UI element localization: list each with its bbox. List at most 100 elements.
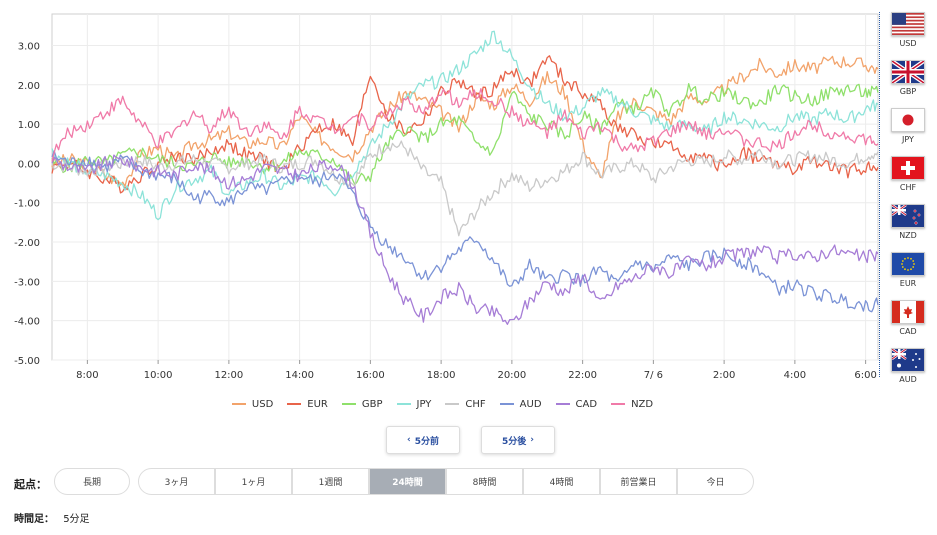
legend-label: CHF bbox=[465, 398, 486, 410]
y-tick-label: -2.00 bbox=[14, 238, 40, 249]
y-tick-label: -5.00 bbox=[14, 356, 40, 367]
flag-item-chf[interactable]: CHF bbox=[890, 156, 926, 192]
series-line-chf bbox=[51, 140, 879, 237]
legend-item-jpy[interactable]: JPY bbox=[396, 396, 432, 412]
x-tick-label: 8:00 bbox=[76, 370, 98, 381]
range-button-6[interactable]: 4時間 bbox=[523, 468, 600, 495]
chart-axes: 3.00 2.00 1.00 0.00 -1.00 -2.00 -3.00 -4.00 -5.0… bbox=[14, 41, 877, 381]
flag-divider bbox=[879, 12, 881, 377]
cad-flag-icon bbox=[891, 300, 925, 324]
legend-label: JPY bbox=[416, 398, 432, 410]
flag-code-label: USD bbox=[899, 39, 917, 48]
chart-series bbox=[51, 30, 879, 325]
currency-strength-chart: 3.00 2.00 1.00 0.00 -1.00 -2.00 -3.00 -4.00 -5.0… bbox=[14, 13, 879, 381]
flag-code-label: GBP bbox=[899, 87, 917, 96]
y-tick-label: 2.00 bbox=[18, 81, 40, 92]
usd-flag-icon bbox=[891, 12, 925, 36]
legend-swatch bbox=[445, 403, 460, 405]
series-line-usd bbox=[51, 55, 879, 187]
x-tick-label: 7/ 6 bbox=[644, 370, 663, 381]
x-tick-label: 16:00 bbox=[356, 370, 385, 381]
x-tick-label: 2:00 bbox=[713, 370, 735, 381]
y-tick-label: -1.00 bbox=[14, 199, 40, 210]
flag-item-usd[interactable]: USD bbox=[890, 12, 926, 48]
flag-item-jpy[interactable]: JPY bbox=[890, 108, 926, 144]
range-button-1[interactable]: 3ヶ月 bbox=[138, 468, 215, 495]
legend-label: GBP bbox=[361, 398, 383, 410]
series-line-aud bbox=[51, 150, 879, 313]
x-tick-label: 10:00 bbox=[144, 370, 173, 381]
flag-item-cad[interactable]: CAD bbox=[890, 300, 926, 336]
legend-item-usd[interactable]: USD bbox=[231, 396, 274, 412]
timeframe-label: 時間足： bbox=[14, 514, 54, 525]
next-5min-button[interactable]: 5分後 › bbox=[481, 426, 555, 454]
legend-swatch bbox=[231, 403, 246, 405]
next-5min-label: 5分後 bbox=[502, 436, 527, 447]
flag-code-label: AUD bbox=[899, 375, 917, 384]
y-tick-label: -4.00 bbox=[14, 317, 40, 328]
chevron-left-icon: ‹ bbox=[407, 435, 411, 445]
eur-flag-icon bbox=[891, 252, 925, 276]
legend-swatch bbox=[396, 403, 411, 405]
flag-code-label: JPY bbox=[902, 135, 914, 144]
chart-grid bbox=[51, 13, 879, 361]
legend-label: EUR bbox=[307, 398, 328, 410]
y-tick-label: -3.00 bbox=[14, 277, 40, 288]
prev-5min-button[interactable]: ‹ 5分前 bbox=[386, 426, 460, 454]
legend-label: CAD bbox=[575, 398, 598, 410]
flag-item-nzd[interactable]: NZD bbox=[890, 204, 926, 240]
legend-label: NZD bbox=[631, 398, 654, 410]
x-tick-label: 18:00 bbox=[427, 370, 456, 381]
legend-swatch bbox=[611, 403, 626, 405]
legend-swatch bbox=[499, 403, 514, 405]
x-tick-label: 4:00 bbox=[784, 370, 806, 381]
x-tick-label: 20:00 bbox=[497, 370, 526, 381]
flag-item-aud[interactable]: AUD bbox=[890, 348, 926, 384]
x-tick-label: 6:00 bbox=[854, 370, 876, 381]
range-button-3[interactable]: 1週間 bbox=[292, 468, 369, 495]
legend-item-eur[interactable]: EUR bbox=[287, 396, 328, 412]
flag-item-eur[interactable]: EUR bbox=[890, 252, 926, 288]
origin-label: 起点： bbox=[14, 478, 47, 491]
timeframe-info: 時間足： 5分足 bbox=[14, 510, 90, 525]
series-line-cad bbox=[51, 154, 879, 325]
y-tick-label: 3.00 bbox=[18, 41, 40, 52]
jpy-flag-icon bbox=[891, 108, 925, 132]
legend-item-chf[interactable]: CHF bbox=[445, 396, 486, 412]
range-button-0[interactable]: 長期 bbox=[54, 468, 130, 495]
legend-item-cad[interactable]: CAD bbox=[555, 396, 598, 412]
legend-item-gbp[interactable]: GBP bbox=[341, 396, 383, 412]
x-tick-label: 14:00 bbox=[285, 370, 314, 381]
chart-legend: USD EUR GBP JPY CHF AUD CAD NZD bbox=[0, 396, 885, 412]
legend-swatch bbox=[287, 403, 302, 405]
x-tick-label: 22:00 bbox=[568, 370, 597, 381]
legend-item-nzd[interactable]: NZD bbox=[611, 396, 653, 412]
legend-swatch bbox=[341, 403, 356, 405]
flag-code-label: CAD bbox=[899, 327, 917, 336]
aud-flag-icon bbox=[891, 348, 925, 372]
y-tick-label: 1.00 bbox=[18, 120, 40, 131]
gbp-flag-icon bbox=[891, 60, 925, 84]
series-line-eur bbox=[51, 55, 879, 194]
range-button-7[interactable]: 前営業日 bbox=[600, 468, 677, 495]
range-button-2[interactable]: 1ヶ月 bbox=[215, 468, 292, 495]
timeframe-value: 5分足 bbox=[63, 514, 90, 525]
range-button-5[interactable]: 8時間 bbox=[446, 468, 523, 495]
y-tick-label: 0.00 bbox=[18, 159, 40, 170]
range-button-4[interactable]: 24時間 bbox=[369, 468, 446, 495]
range-button-8[interactable]: 今日 bbox=[677, 468, 754, 495]
flag-code-label: NZD bbox=[899, 231, 917, 240]
flag-code-label: CHF bbox=[899, 183, 917, 192]
series-line-jpy bbox=[51, 30, 879, 221]
flag-code-label: EUR bbox=[899, 279, 917, 288]
series-line-gbp bbox=[51, 83, 879, 186]
chevron-right-icon: › bbox=[530, 435, 534, 445]
legend-label: AUD bbox=[519, 398, 542, 410]
legend-item-aud[interactable]: AUD bbox=[499, 396, 542, 412]
nzd-flag-icon bbox=[891, 204, 925, 228]
legend-label: USD bbox=[251, 398, 274, 410]
flag-item-gbp[interactable]: GBP bbox=[890, 60, 926, 96]
prev-5min-label: 5分前 bbox=[414, 436, 439, 447]
series-line-nzd bbox=[51, 88, 879, 162]
legend-swatch bbox=[555, 403, 570, 405]
